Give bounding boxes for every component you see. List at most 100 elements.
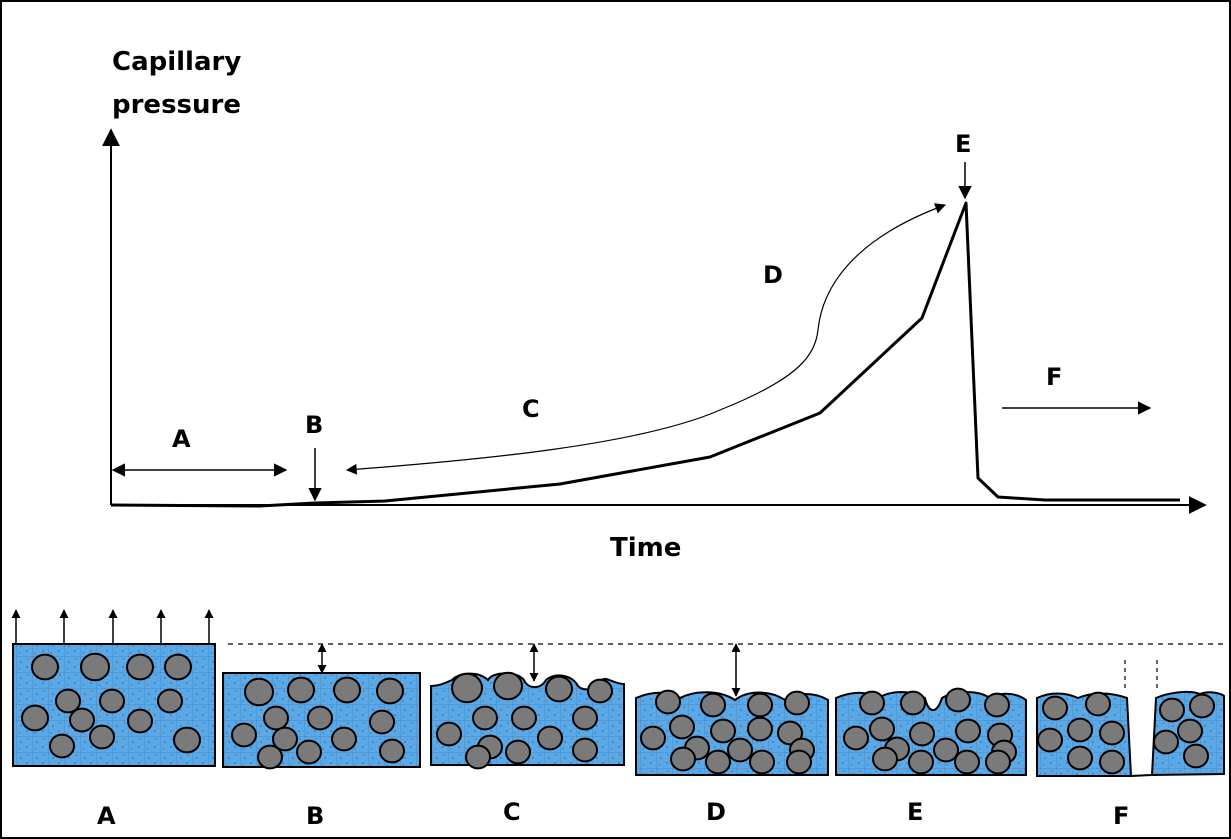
particle bbox=[669, 714, 695, 740]
panel-label-f: F bbox=[1113, 802, 1129, 830]
particle bbox=[945, 687, 971, 713]
particle bbox=[49, 733, 75, 759]
particle bbox=[80, 652, 110, 682]
particle bbox=[257, 744, 283, 770]
particle bbox=[376, 677, 404, 705]
particle bbox=[1037, 727, 1063, 753]
particle bbox=[984, 692, 1010, 718]
particle bbox=[640, 725, 666, 751]
panel-label-d: D bbox=[706, 798, 726, 826]
particle bbox=[786, 749, 812, 775]
panel-e-particles bbox=[843, 687, 1017, 775]
particle bbox=[985, 749, 1011, 775]
panel-label-c: C bbox=[503, 798, 521, 826]
particle bbox=[493, 671, 523, 701]
particle bbox=[1159, 697, 1185, 723]
particle bbox=[900, 690, 926, 716]
particle bbox=[369, 709, 395, 735]
particle bbox=[749, 749, 775, 775]
y-axis-label-line2: pressure bbox=[112, 90, 241, 120]
panel-a-particles bbox=[21, 652, 201, 759]
panel-label-a: A bbox=[97, 802, 116, 830]
particle bbox=[710, 718, 736, 744]
particle bbox=[1189, 693, 1215, 719]
particle bbox=[157, 688, 183, 714]
particle bbox=[1153, 729, 1179, 755]
panel-d bbox=[635, 643, 829, 776]
particle bbox=[296, 739, 322, 765]
particle bbox=[272, 726, 298, 752]
plot-label-f: F bbox=[1046, 363, 1062, 391]
particle bbox=[727, 737, 753, 763]
plot-label-e: E bbox=[955, 130, 971, 158]
plot-label-a: A bbox=[172, 425, 191, 453]
particle bbox=[31, 653, 59, 681]
particle bbox=[670, 746, 696, 772]
particle bbox=[587, 678, 613, 704]
particle bbox=[1085, 691, 1111, 717]
particle bbox=[55, 688, 81, 714]
particle bbox=[1067, 717, 1093, 743]
particle bbox=[572, 737, 598, 763]
particle bbox=[164, 653, 192, 681]
plot-label-d: D bbox=[763, 261, 783, 289]
particle bbox=[908, 749, 934, 775]
stage-cd-curved-arrow bbox=[345, 203, 947, 475]
particle bbox=[436, 721, 462, 747]
particle bbox=[505, 739, 531, 765]
particle bbox=[333, 676, 361, 704]
particle bbox=[572, 705, 598, 731]
particle bbox=[331, 726, 357, 752]
particle bbox=[1099, 720, 1125, 746]
panel-d-particles bbox=[640, 689, 815, 775]
panel-f-crack-bottom bbox=[1130, 774, 1153, 777]
particle bbox=[954, 749, 980, 775]
particle bbox=[537, 725, 563, 751]
particle bbox=[705, 749, 731, 775]
particle bbox=[287, 676, 315, 704]
particle bbox=[69, 707, 95, 733]
particle bbox=[472, 705, 498, 731]
particle bbox=[1183, 743, 1209, 769]
particle bbox=[99, 688, 125, 714]
particle bbox=[126, 653, 154, 681]
panel-b-particles bbox=[231, 676, 405, 770]
particle bbox=[89, 724, 115, 750]
plot-label-b: B bbox=[305, 411, 323, 439]
particle bbox=[777, 720, 803, 746]
particle bbox=[511, 705, 537, 731]
particle bbox=[1067, 745, 1093, 771]
particle bbox=[955, 718, 981, 744]
particle bbox=[1042, 695, 1068, 721]
particle bbox=[379, 738, 405, 764]
plot-label-c: C bbox=[522, 395, 540, 423]
pressure-curve bbox=[110, 201, 1180, 508]
panel-b bbox=[222, 643, 421, 770]
particle bbox=[747, 692, 773, 718]
particle bbox=[655, 689, 681, 715]
particle bbox=[263, 705, 289, 731]
particle bbox=[909, 721, 935, 747]
particle bbox=[545, 675, 573, 703]
panel-a bbox=[11, 609, 216, 767]
particle bbox=[1177, 718, 1203, 744]
particle bbox=[307, 705, 333, 731]
panel-a-evaporation-arrows bbox=[11, 609, 214, 644]
panel-c-particles bbox=[436, 671, 613, 770]
particle bbox=[465, 744, 491, 770]
particle bbox=[231, 722, 257, 748]
particle bbox=[21, 704, 49, 732]
y-axis-label-line1: Capillary bbox=[112, 47, 241, 77]
particle bbox=[451, 672, 483, 704]
particle bbox=[869, 716, 895, 742]
particle bbox=[933, 737, 959, 763]
particle bbox=[127, 708, 153, 734]
particle bbox=[1099, 749, 1125, 775]
panel-f-particles bbox=[1037, 691, 1215, 775]
panel-label-e: E bbox=[907, 798, 923, 826]
panel-c bbox=[430, 643, 625, 770]
particle bbox=[843, 725, 869, 751]
panel-f bbox=[1036, 660, 1225, 777]
